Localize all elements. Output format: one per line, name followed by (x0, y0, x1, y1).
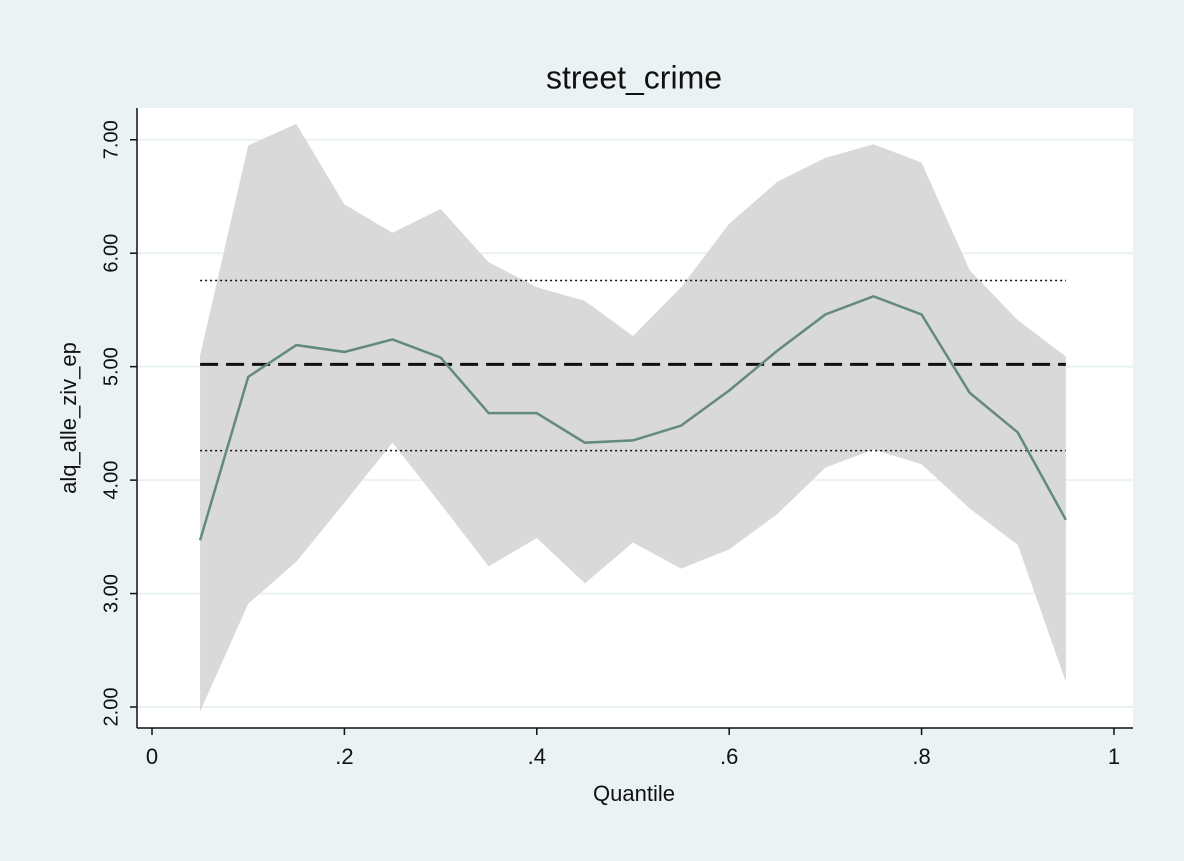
y-tick-label: 7.00 (100, 120, 122, 159)
y-axis-title: alq_alle_ziv_ep (56, 342, 81, 494)
x-tick-label: 0 (146, 744, 158, 769)
chart-title: street_crime (546, 59, 722, 95)
x-axis-title: Quantile (593, 781, 675, 806)
x-tick-label: 1 (1108, 744, 1120, 769)
x-tick-label: .6 (720, 744, 738, 769)
x-tick-label: .4 (528, 744, 546, 769)
quantile-line (198, 294, 1067, 541)
confidence-band (200, 123, 1066, 712)
y-tick-label: 4.00 (100, 461, 122, 500)
x-tick-label: .8 (912, 744, 930, 769)
y-tick-label: 3.00 (100, 574, 122, 613)
x-tick-label: .2 (335, 744, 353, 769)
y-tick-label: 2.00 (100, 688, 122, 727)
y-tick-label: 5.00 (100, 347, 122, 386)
y-tick-label: 6.00 (100, 234, 122, 273)
